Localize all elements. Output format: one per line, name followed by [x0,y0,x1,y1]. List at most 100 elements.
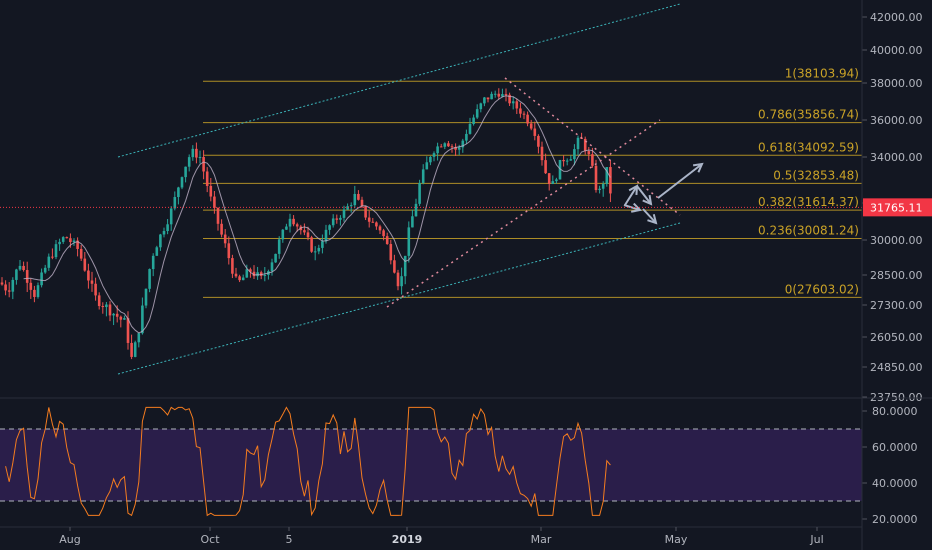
candle-body [378,226,382,231]
candle-body [331,218,335,226]
candle-body [551,181,555,184]
candle-body [310,237,313,252]
moving-average-line [23,95,611,334]
candle-body [180,177,184,188]
candle-body [357,193,360,200]
candle-body [493,93,497,95]
candle-body [144,288,148,306]
candle-body [76,240,79,249]
projection-arrow-shaft [657,163,703,199]
candle-body [83,258,87,271]
candlestick-series [0,88,612,360]
candle-body [439,146,443,148]
rsi-tick-label: 40.0000 [872,477,918,490]
candle-body [335,218,339,220]
candle-body [490,93,493,100]
candle-body [202,157,205,172]
time-tick-label: Oct [200,533,220,546]
candle-body [40,272,43,286]
fib-level-label: 0.5(32853.48) [773,168,859,182]
channel-upper-line [117,3,681,158]
candle-body [396,272,400,287]
candle-body [65,237,69,239]
fib-level-label: 0.236(30081.24) [758,223,859,237]
candle-body [133,342,137,357]
time-tick-label: May [665,533,688,546]
price-tick-label: 30000.00 [870,234,923,247]
candle-body [184,166,187,178]
time-tick-label: 5 [286,533,293,546]
candle-body [234,273,238,277]
candle-body [130,342,133,357]
candle-body [429,156,432,163]
candle-body [108,304,112,316]
candle-body [105,304,108,308]
candle-body [274,253,277,263]
rsi-pane: 80.0000 60.0000 40.0000 20.0000 [0,405,918,526]
price-tick-label: 36000.00 [870,114,923,127]
candle-body [33,289,36,297]
candle-body [162,231,166,235]
candle-body [97,295,101,307]
candle-body [313,251,317,253]
fib-level-label: 0(27603.02) [785,282,859,296]
price-tick-label: 40000.00 [870,44,923,57]
candle-body [87,270,90,281]
candle-body [360,199,364,207]
candle-body [562,160,565,162]
candle-body [252,271,256,277]
projection-arrow-head [692,162,704,173]
candle-body [594,165,598,191]
fib-level-label: 1(38103.94) [785,66,859,80]
candle-body [22,265,25,271]
candle-body [486,97,490,100]
candle-body [72,240,76,243]
candle-body [101,306,105,308]
projection-arrow-shaft [642,208,657,224]
candle-body [141,305,144,334]
candle-body [504,94,508,96]
candle-body [601,183,605,189]
candle-body [220,223,223,235]
trend-channel [117,3,681,375]
candle-body [137,333,141,343]
candle-body [112,313,115,316]
time-tick-label: Mar [531,533,552,546]
current-price-badge [863,198,932,217]
candle-body [47,256,51,268]
candle-body [288,218,292,227]
candle-body [245,269,249,278]
candle-body [4,284,7,291]
candle-body [475,109,479,118]
candle-body [148,269,151,289]
candle-body [29,282,33,290]
candle-body [11,279,15,292]
candle-body [342,209,346,218]
candle-body [605,167,609,184]
candle-body [115,313,119,317]
candle-body [263,274,267,276]
candle-body [418,183,421,204]
candle-body [411,216,414,228]
price-tick-label: 42000.00 [870,11,923,24]
candle-body [389,244,393,261]
candle-body [468,124,472,134]
candle-body [69,238,72,243]
candle-body [119,316,123,320]
candle-body [508,94,511,104]
candle-body [461,140,465,148]
rsi-tick-label: 20.0000 [872,513,918,526]
candle-body [0,282,4,285]
candle-body [249,269,252,272]
candle-body [51,256,54,258]
candle-body [511,101,515,104]
candle-body [522,113,526,115]
rising-dotted-trendline [386,119,661,308]
projection-arrow-shaft [623,204,641,211]
candle-body [537,135,540,147]
candle-body [436,146,439,154]
falling-dotted-trendline [504,77,681,216]
candle-body [328,225,331,230]
candle-body [123,318,126,320]
candle-body [425,162,429,170]
